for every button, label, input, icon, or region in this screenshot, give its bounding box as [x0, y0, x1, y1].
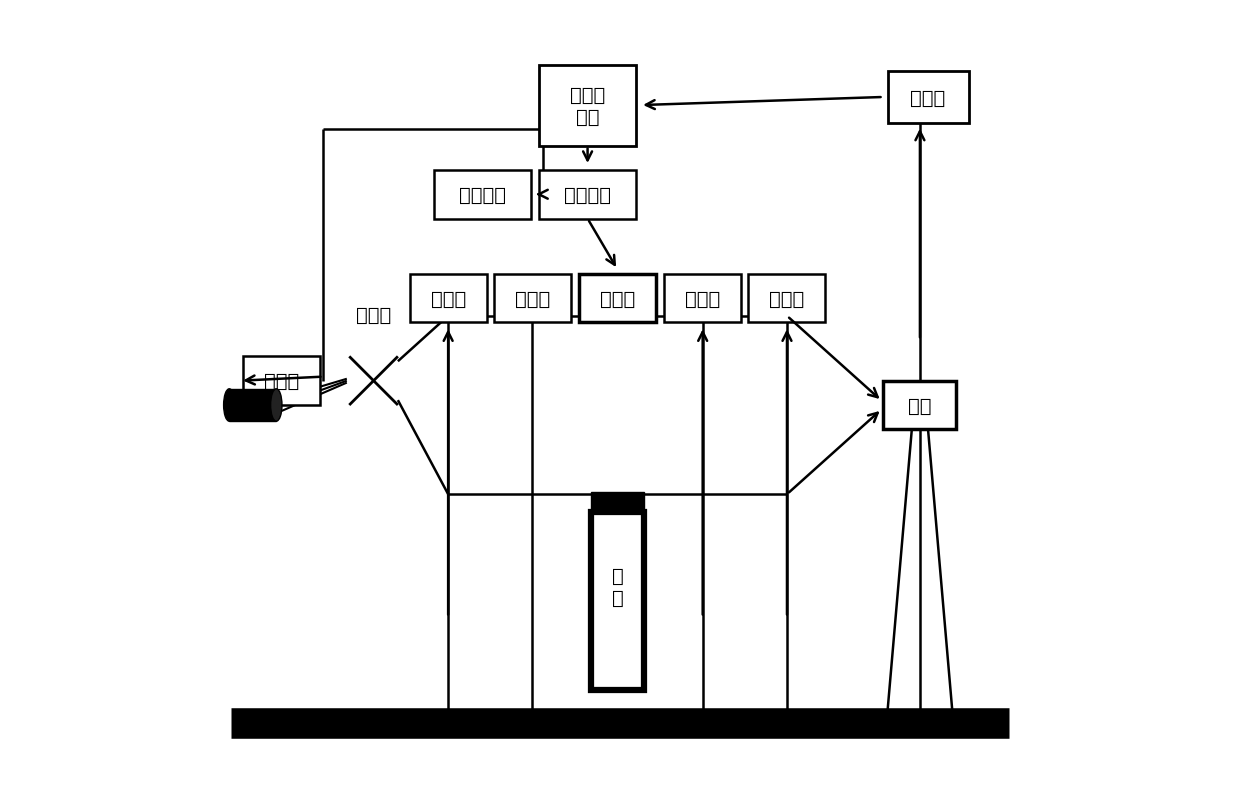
FancyBboxPatch shape — [494, 274, 570, 323]
Text: 激光器: 激光器 — [264, 371, 299, 391]
FancyBboxPatch shape — [579, 274, 656, 323]
Ellipse shape — [270, 389, 281, 422]
Text: 换能器: 换能器 — [600, 290, 635, 308]
Bar — [591, 492, 644, 513]
FancyBboxPatch shape — [409, 274, 486, 323]
Text: 相机: 相机 — [908, 396, 931, 415]
Ellipse shape — [223, 389, 234, 422]
Text: 多通道
延时: 多通道 延时 — [570, 85, 605, 127]
Text: 检偏器: 检偏器 — [684, 290, 720, 308]
FancyBboxPatch shape — [888, 71, 968, 124]
FancyBboxPatch shape — [434, 170, 531, 219]
FancyBboxPatch shape — [665, 274, 742, 323]
Text: 超声激励: 超声激励 — [564, 186, 611, 204]
FancyBboxPatch shape — [591, 513, 644, 690]
FancyBboxPatch shape — [749, 274, 826, 323]
Bar — [229, 389, 277, 422]
FancyBboxPatch shape — [539, 66, 636, 147]
FancyBboxPatch shape — [243, 357, 320, 406]
Text: 计算机: 计算机 — [910, 88, 946, 107]
Text: 样
品: 样 品 — [611, 567, 624, 607]
Text: 起偏器: 起偏器 — [515, 290, 551, 308]
Text: 时钟信号: 时钟信号 — [459, 186, 506, 204]
Text: 凸透镜: 凸透镜 — [769, 290, 805, 308]
Text: 凸透镜: 凸透镜 — [430, 290, 466, 308]
FancyBboxPatch shape — [883, 381, 956, 430]
FancyBboxPatch shape — [539, 170, 636, 219]
Text: 凹透镜: 凹透镜 — [356, 305, 391, 324]
